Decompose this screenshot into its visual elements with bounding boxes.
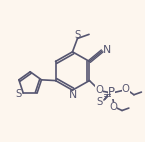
Text: S: S — [16, 89, 22, 99]
Text: S: S — [96, 97, 103, 107]
Text: O: O — [122, 84, 130, 94]
Text: O: O — [95, 85, 103, 95]
Text: =: = — [103, 91, 112, 101]
Text: N: N — [103, 45, 111, 55]
Text: S: S — [75, 30, 81, 39]
Text: N: N — [69, 90, 77, 100]
Text: O: O — [109, 102, 117, 112]
Text: P: P — [108, 86, 115, 99]
